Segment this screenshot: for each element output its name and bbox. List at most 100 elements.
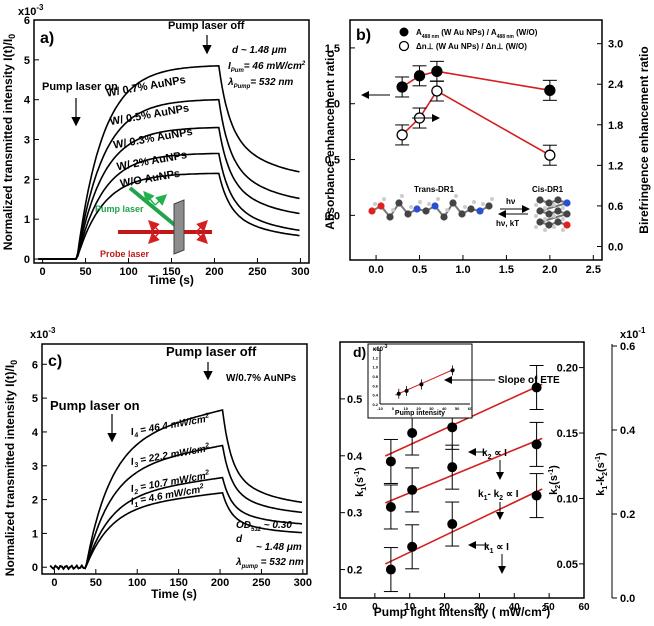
hydrogen-atom [463,205,467,209]
y-tick-label: 0.3 [347,508,362,520]
y-right-tick-label: 0.20 [557,363,578,375]
panel-c-wavelength: λpump = 532 nm [235,557,304,570]
x-tick-label: 60 [578,602,590,613]
y-tick-label: 1 [32,528,38,540]
y-diff-tick-label: 0.4 [620,425,636,437]
y-right-tick-label: 0.15 [557,428,578,440]
x-tick-label: 10 [404,602,416,613]
series-curve [49,409,303,571]
x-tick-label: 300 [291,266,309,278]
data-point [447,519,458,530]
data-point [544,84,556,96]
y-right-tick-label: 0.6 [608,201,623,213]
panel-a-curves [38,64,300,260]
atom [377,202,385,210]
atom [536,196,544,204]
y-tick-label: 0.5 [347,394,362,406]
atom [485,202,493,210]
inset-x-tick-label: 0 [392,406,395,411]
series-curve [38,172,300,260]
panel-b-label: b) [356,27,371,44]
inset-y-tick-label: 0.4 [372,393,378,398]
y-right-tick-label: 0.0 [608,241,623,253]
series-curve [49,491,303,571]
panel-c-od: OD532 ~ 0.30 [236,520,292,533]
label-sup: 2 [198,483,204,491]
y-tick-label: 6 [24,15,30,27]
probe-polarization-arrow [148,220,161,233]
x-tick-label: 1.0 [455,264,470,276]
panel-b-series [395,60,557,166]
y-tick-label: 4 [24,95,31,107]
forward-label: hν [506,197,516,206]
pump-laser-label: Pump laser [95,204,144,214]
cis-dr1-label: Cis-DR1 [532,185,564,194]
inset-y-tick-label: 0.6 [372,383,378,388]
series-label: W/ 0.3% AuNPs [112,126,193,152]
atom [545,199,553,207]
hydrogen-atom [373,202,377,206]
hydrogen-atom [561,217,565,221]
panel-b-x-ticks: 0.0 0.5 1.0 1.5 2.0 2.5 [368,255,601,276]
y-right-tick-label: 3.0 [608,39,623,51]
series-line [401,89,551,156]
hydrogen-atom [534,225,538,229]
panel-c-y-ticks: 0 1 2 3 4 5 6 [32,359,47,574]
atom [536,207,544,215]
panel-c-pump-off: Pump laser off [166,344,257,359]
data-point [385,456,396,467]
probe-polarization-arrow [195,231,208,244]
atom [554,218,562,226]
panel-a: a) x10-3 0 50 100 150 200 250 300 0 1 2 3 4 5 6 Time… [1,3,310,287]
inset-data-point [419,382,424,387]
panel-b-y-right-label: Birefringence enhancement ratio [637,46,651,233]
panel-b-frame [349,19,603,261]
trans-dr1-label: Trans-DR1 [414,185,455,194]
y-tick-label: 6 [32,359,38,371]
hydrogen-atom [552,225,556,229]
x-tick-label: 200 [205,266,223,278]
atom [467,205,475,213]
y-right-tick-label: 1.8 [608,120,623,132]
inset-x-label: Pump intensity [395,410,445,417]
atom [431,202,439,210]
inset-frame [367,343,473,419]
hydrogen-atom [409,205,413,209]
x-tick-label: 0 [40,266,46,278]
series-curve [49,444,303,571]
panel-d-diff-relation: k1- k2 ∝ I [478,489,519,502]
hydrogen-atom [534,203,538,207]
x-tick-label: 150 [169,577,187,589]
x-tick-label: 100 [119,266,137,278]
x-tick-label: 0.0 [368,264,383,276]
x-tick-label: 200 [211,577,229,589]
panel-a-setup-sketch: Pump laser Probe laser [95,186,212,259]
y-tick-label: 0.2 [347,565,362,577]
label-sub: 3 [134,462,139,470]
panel-b-molecule-sketch: Trans-DR1 Cis-DR1 hν hν, kT [368,185,571,232]
panel-d: x10-1 d) -10 0 10 20 30 40 50 60 0.2 0.3 0.4 0.5 0… [333,326,646,619]
atom [440,213,448,221]
hydrogen-atom [534,214,538,218]
label-sub: 4 [133,432,139,440]
hydrogen-atom [445,208,449,212]
x-tick-label: 250 [248,266,266,278]
panel-d-k2-relation: k2 ∝ I [482,448,507,461]
data-point [531,382,542,393]
atom [422,207,430,215]
atom [563,210,571,218]
y-tick-label: 3 [32,461,38,473]
hydrogen-atom [436,197,440,201]
panel-a-x-label: Time (s) [148,273,194,287]
hydrogen-atom [561,206,565,210]
fit-line [384,488,543,565]
panel-c-label: c) [48,353,62,370]
pump-polarization-arrow [143,190,156,206]
y-tick-label: 5 [32,393,38,405]
inset-y-tick-label: 0.8 [372,374,378,379]
hydrogen-atom [481,202,485,206]
data-point [413,70,426,82]
x-tick-label: 20 [439,602,451,613]
panel-b-y-right-ticks: 0.0 0.6 1.2 1.8 2.4 3.0 [597,39,624,253]
panel-c-x-label: Time (s) [151,587,197,601]
